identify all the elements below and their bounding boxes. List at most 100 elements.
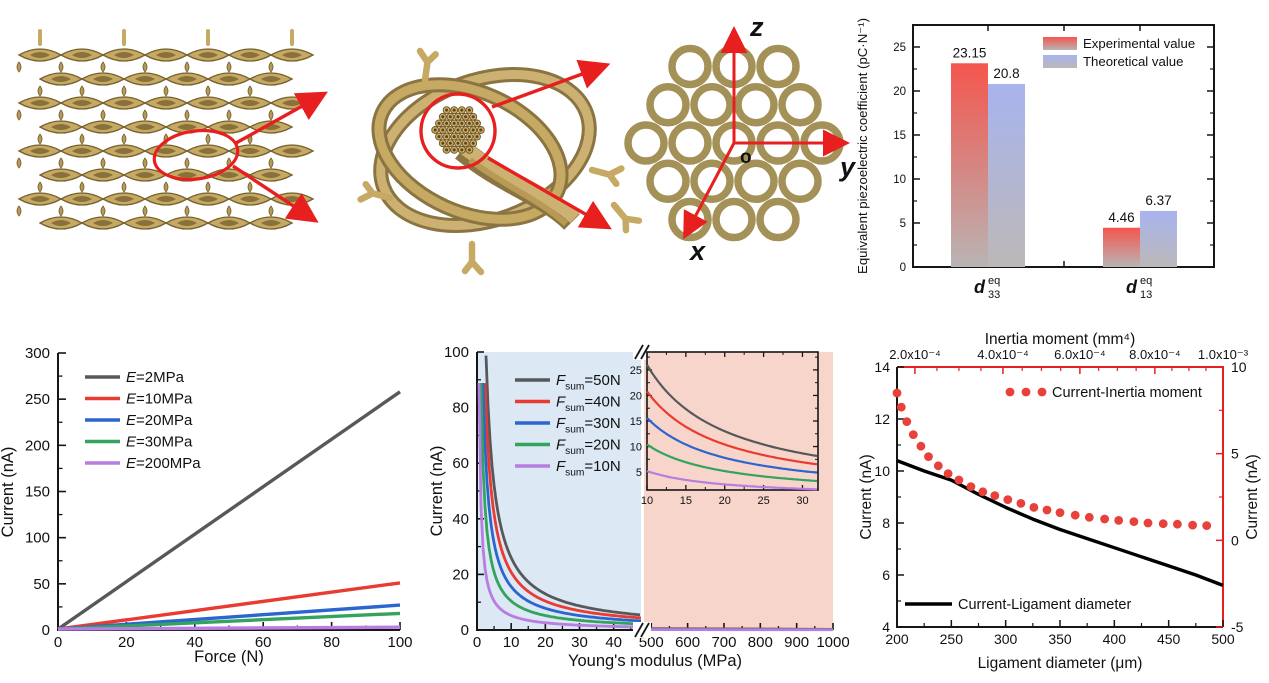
tube-hole bbox=[467, 121, 471, 125]
tube-hole bbox=[464, 141, 468, 145]
inertia-dot bbox=[1016, 499, 1026, 508]
scatter-legend-label: Current-Inertia moment bbox=[1052, 385, 1202, 401]
force-chart-plot: 0 20 40 60 80 100050100150200250300E=2MPaE=10… bbox=[25, 345, 413, 651]
force-xlabel: Force (N) bbox=[194, 648, 264, 666]
lattice-tie bbox=[16, 61, 22, 73]
inset-curve bbox=[646, 390, 818, 466]
tube-hole bbox=[452, 135, 456, 139]
left-y-tick-label: 6 bbox=[882, 567, 890, 583]
tspan: sum bbox=[565, 468, 584, 479]
hollow-fiber-ring bbox=[668, 197, 712, 242]
lattice-tie bbox=[121, 133, 127, 145]
legend-label: Fsum=20N bbox=[556, 437, 621, 458]
lattice-cell-hole bbox=[135, 172, 155, 178]
lattice-tie bbox=[100, 109, 106, 121]
lattice-cell-hole bbox=[240, 148, 260, 154]
inset-curve bbox=[646, 417, 818, 474]
lattice-cell-hole bbox=[261, 172, 281, 178]
lattice-cell-hole bbox=[177, 220, 197, 226]
inertia-dot bbox=[896, 402, 906, 412]
lattice-cell-hole bbox=[72, 52, 92, 58]
branch-spikes bbox=[357, 47, 643, 276]
modulus-chart-plot: 0 10 20 30 40 500 600 700 800 900 1000 0 20 40 60 80 100… bbox=[444, 344, 850, 651]
inset-y-tick-label: 25 bbox=[630, 365, 642, 377]
lattice-cell-hole bbox=[156, 52, 176, 58]
category-label-base: d bbox=[974, 277, 986, 297]
lattice-tie bbox=[268, 61, 274, 73]
lattice-tie bbox=[184, 109, 190, 121]
line bbox=[634, 344, 644, 360]
bundle-zoom-arrow-lower bbox=[487, 156, 612, 230]
inertia-dot bbox=[908, 430, 918, 439]
y-tick-label: 0 bbox=[461, 622, 469, 639]
bar bbox=[1140, 210, 1177, 267]
tspan: =200MPa bbox=[136, 455, 201, 472]
y-tick-label: 20 bbox=[893, 86, 906, 98]
top-x-tick-label: 6.0x10⁻⁴ bbox=[1054, 347, 1105, 362]
lattice-tie bbox=[205, 85, 211, 97]
y-tick-label: 40 bbox=[452, 511, 469, 528]
tube-hole bbox=[452, 148, 456, 152]
tube-hole bbox=[464, 128, 468, 132]
left-y-tick-label: 8 bbox=[882, 515, 890, 531]
lattice-tie bbox=[58, 61, 64, 73]
hollow-fiber-ring bbox=[712, 197, 756, 242]
inset-frame bbox=[646, 351, 819, 491]
inertia-dot bbox=[1114, 516, 1124, 525]
x-tick-label: 500 bbox=[639, 634, 664, 651]
category-label-base: d bbox=[1126, 277, 1138, 297]
y-tick-label: 5 bbox=[900, 218, 906, 230]
lattice-cell-hole bbox=[177, 172, 197, 178]
inset-curve bbox=[646, 364, 818, 458]
tube-hole bbox=[456, 115, 460, 119]
lattice-cell-hole bbox=[30, 196, 50, 202]
lattice-cell-hole bbox=[135, 76, 155, 82]
tube-hole bbox=[456, 141, 460, 145]
bar bbox=[951, 63, 988, 267]
tube-hole bbox=[437, 135, 441, 139]
lattice-cell-hole bbox=[261, 220, 281, 226]
lattice-cell-hole bbox=[72, 148, 92, 154]
tspan: =50N bbox=[584, 372, 620, 389]
tspan: F bbox=[556, 458, 566, 475]
bundle-highlight-circle bbox=[419, 92, 497, 170]
lattice-cell-hole bbox=[198, 196, 218, 202]
hollow-fiber-ring bbox=[690, 82, 734, 127]
lattice-cell-hole bbox=[51, 76, 71, 82]
right-y-tick-label: 10 bbox=[1231, 359, 1247, 375]
lattice-tie bbox=[226, 205, 232, 217]
x-axis-arrow bbox=[683, 142, 736, 240]
tube-hole bbox=[460, 148, 464, 152]
bar bbox=[1103, 227, 1140, 267]
y-tick-label: 100 bbox=[444, 344, 469, 361]
tube-hole bbox=[445, 135, 449, 139]
lattice-tie bbox=[16, 205, 22, 217]
x-tick-label: 0 bbox=[54, 634, 62, 651]
x-tick-label: 350 bbox=[1048, 631, 1072, 647]
lattice-tie bbox=[142, 205, 148, 217]
tube-hole bbox=[464, 115, 468, 119]
inertia-dot bbox=[1143, 518, 1153, 528]
left-region-bg bbox=[477, 352, 641, 630]
fiber-tail-line bbox=[468, 157, 569, 227]
lattice-cell-hole bbox=[93, 172, 113, 178]
tspan: F bbox=[556, 415, 566, 432]
tspan: F bbox=[556, 394, 566, 411]
tspan: sum bbox=[565, 425, 584, 436]
inertia-dot bbox=[966, 482, 976, 491]
lattice-tie bbox=[79, 85, 85, 97]
bar-value-label: 6.37 bbox=[1145, 193, 1171, 208]
y-tick-label: 20 bbox=[452, 566, 469, 583]
lattice-cell-hole bbox=[198, 148, 218, 154]
x-tick-label: 40 bbox=[186, 634, 203, 651]
lattice-tie bbox=[184, 157, 190, 169]
tube-hole bbox=[448, 141, 452, 145]
red-axes bbox=[897, 366, 1224, 627]
lattice-tie bbox=[226, 61, 232, 73]
lattice-tie bbox=[163, 85, 169, 97]
tube-hole bbox=[445, 108, 449, 112]
branch-spike bbox=[461, 240, 485, 276]
x-tick-label: 0 bbox=[473, 634, 481, 651]
x-tick-label: 20 bbox=[537, 634, 554, 651]
inertia-dot bbox=[990, 491, 1000, 500]
